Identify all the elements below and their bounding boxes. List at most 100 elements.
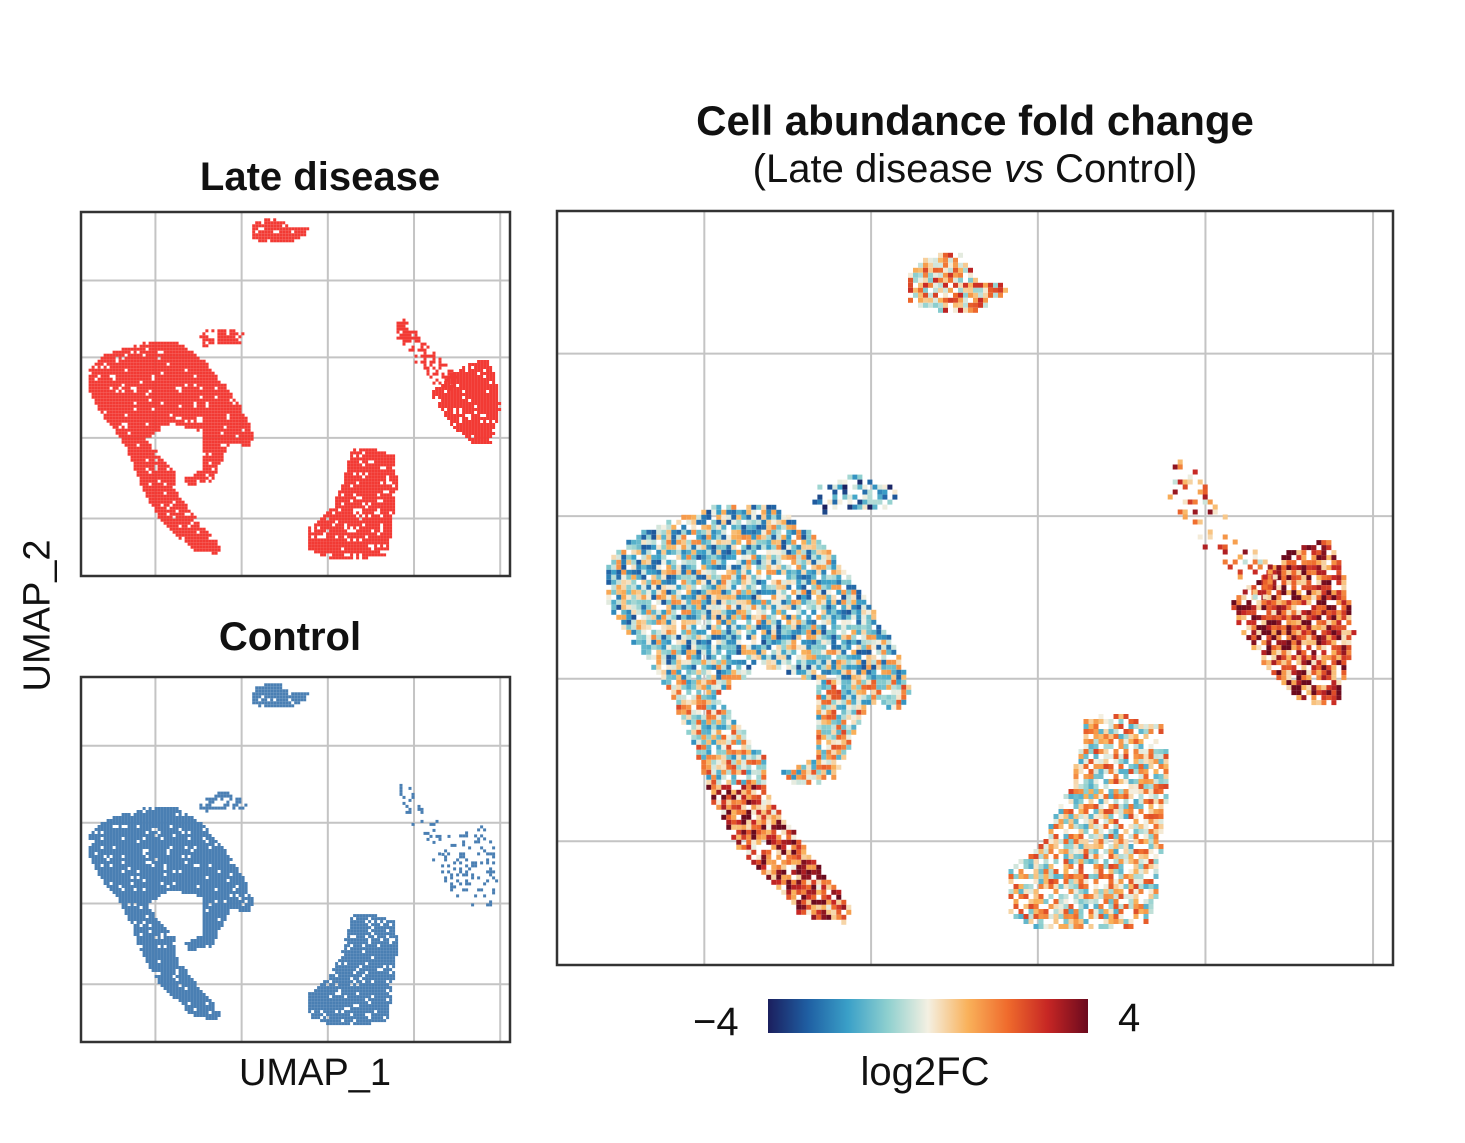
cell-point <box>389 472 393 476</box>
cell-point <box>160 479 164 483</box>
cell-point <box>211 398 215 402</box>
cell-point <box>447 393 451 396</box>
cell-point <box>238 404 242 408</box>
cell-point <box>127 371 131 375</box>
cell-point <box>172 341 176 345</box>
cell-point <box>133 813 137 816</box>
cell-point <box>474 402 478 405</box>
cell-point <box>94 861 98 864</box>
cell-point <box>303 692 307 696</box>
cell-point <box>380 541 384 545</box>
cell-point <box>202 548 206 552</box>
cell-point <box>151 912 155 915</box>
cell-point <box>193 368 197 372</box>
cell-point <box>317 550 321 554</box>
cell-point <box>109 831 113 834</box>
cell-point <box>118 900 122 903</box>
cell-point <box>157 969 161 972</box>
cell-point <box>386 472 390 476</box>
cell-point <box>160 407 164 411</box>
cell-point <box>270 701 274 705</box>
cell-point <box>172 852 176 855</box>
cell-point <box>103 846 107 849</box>
cell-point <box>441 393 445 396</box>
cell-point <box>276 698 280 702</box>
cell-point <box>468 387 472 390</box>
cell-point <box>154 918 158 921</box>
cell-point <box>169 861 173 864</box>
cell-point <box>157 807 161 810</box>
cell-point <box>495 408 499 411</box>
cell-point <box>308 995 312 999</box>
cell-point <box>157 813 161 816</box>
cell-point <box>320 989 324 993</box>
cell-point <box>94 864 98 867</box>
cell-point <box>139 431 143 435</box>
cell-point <box>169 359 173 363</box>
cell-point <box>130 395 134 399</box>
cell-point <box>241 906 245 909</box>
cell-point <box>145 440 149 444</box>
cell-point <box>480 375 484 378</box>
cell-point <box>166 945 170 948</box>
cell-point <box>115 368 119 372</box>
cell-point <box>151 482 155 486</box>
cell-point <box>223 332 227 336</box>
cell-point <box>368 532 372 536</box>
cell-point <box>202 359 206 363</box>
cell-point <box>130 392 134 396</box>
cell-point <box>148 897 152 900</box>
cell-point <box>252 695 256 699</box>
cell-point <box>172 377 176 381</box>
cell-point <box>353 505 357 509</box>
cell-point <box>160 810 164 813</box>
cell-point <box>468 438 472 441</box>
cell-point <box>282 689 286 693</box>
cell-point <box>462 405 466 408</box>
cell-point <box>118 398 122 402</box>
cell-point <box>471 408 475 411</box>
cell-point <box>166 813 170 816</box>
cell-point <box>374 499 378 503</box>
cell-point <box>208 413 212 417</box>
cell-point <box>175 368 179 372</box>
cell-point <box>362 499 366 503</box>
cell-point <box>317 1004 321 1008</box>
cell-point <box>273 701 277 705</box>
cell-point <box>344 520 348 524</box>
cell-point <box>483 411 487 414</box>
cell-point <box>172 386 176 390</box>
cell-point <box>238 800 242 804</box>
cell-point <box>371 463 375 467</box>
cell-point <box>480 402 484 405</box>
cell-point <box>181 846 185 849</box>
cell-point <box>148 476 152 480</box>
cell-point <box>160 482 164 486</box>
cell-point <box>148 446 152 450</box>
cell-point <box>486 363 490 366</box>
cell-point <box>205 374 209 378</box>
cell-point <box>169 990 173 993</box>
cell-point <box>154 945 158 948</box>
cell-point <box>229 882 233 885</box>
cell-point <box>112 350 116 354</box>
cell-point <box>190 984 194 987</box>
cell-point <box>142 858 146 861</box>
cell-point <box>338 1016 342 1020</box>
cell-point <box>217 912 221 915</box>
cell-point <box>124 873 128 876</box>
cell-point <box>139 855 143 858</box>
cell-point <box>323 1016 327 1020</box>
cell-point <box>172 972 176 975</box>
cell-point <box>109 419 113 423</box>
cell-point <box>359 547 363 551</box>
cell-point <box>190 371 194 375</box>
cell-point <box>154 500 158 504</box>
cell-point <box>247 903 251 906</box>
cell-point <box>229 407 233 411</box>
cell-point <box>142 416 146 420</box>
cell-point <box>196 398 200 402</box>
cell-point <box>157 858 161 861</box>
cell-point <box>232 431 236 435</box>
cell-point <box>145 894 149 897</box>
